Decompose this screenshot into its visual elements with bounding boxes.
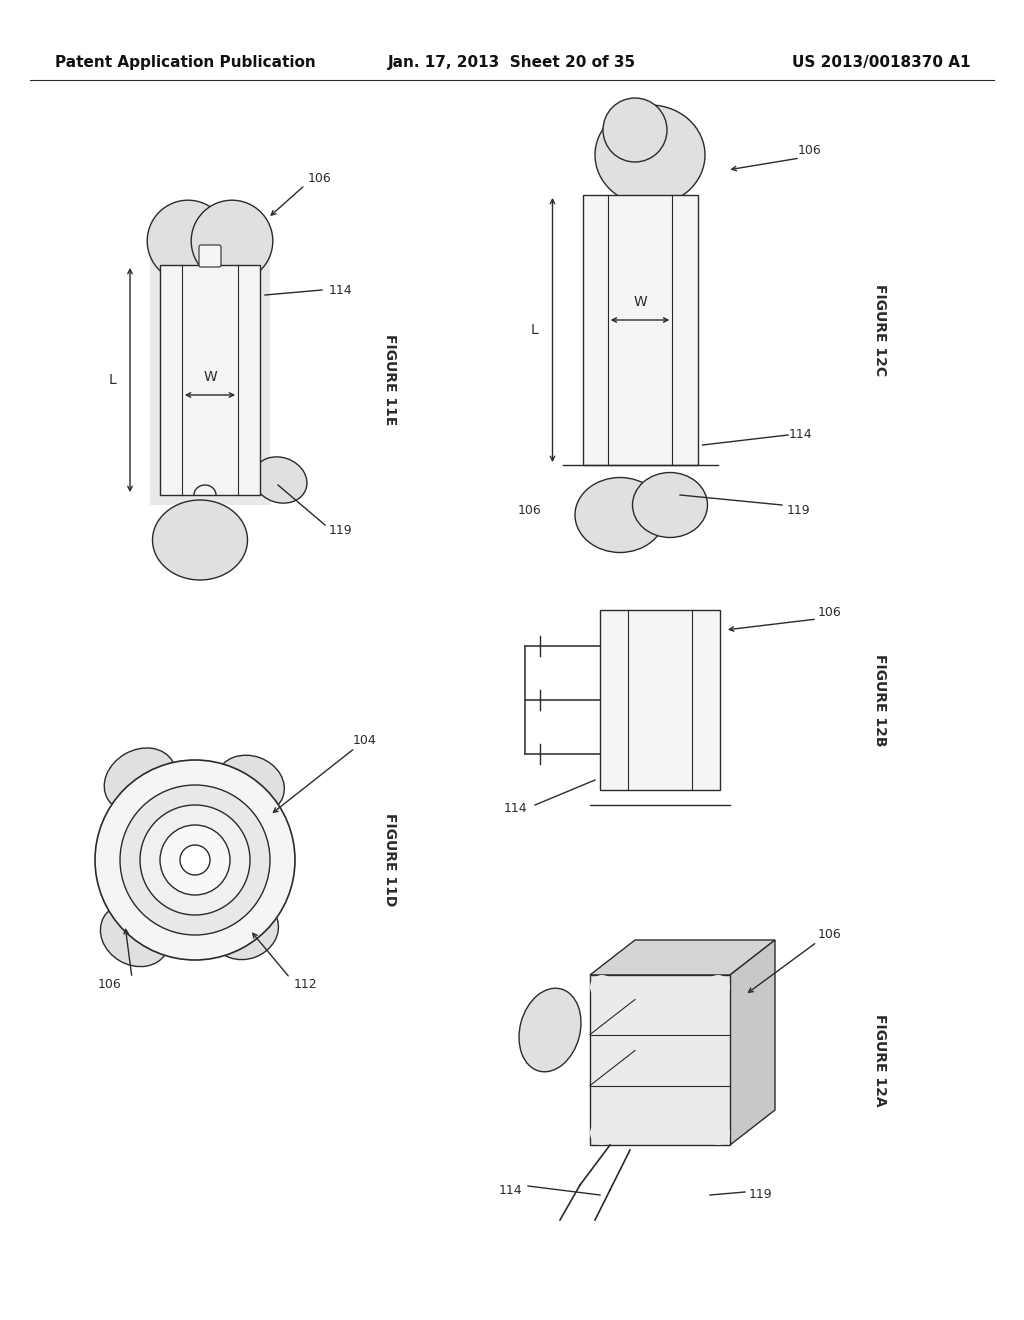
Text: Jan. 17, 2013  Sheet 20 of 35: Jan. 17, 2013 Sheet 20 of 35 (388, 54, 636, 70)
Circle shape (147, 201, 228, 281)
Text: FIGURE 12B: FIGURE 12B (873, 653, 887, 746)
Ellipse shape (253, 457, 307, 503)
Ellipse shape (595, 106, 705, 205)
Ellipse shape (100, 903, 170, 966)
Ellipse shape (519, 989, 581, 1072)
Ellipse shape (216, 755, 285, 814)
Text: 119: 119 (786, 503, 810, 516)
Ellipse shape (212, 900, 279, 960)
Circle shape (590, 975, 614, 999)
Circle shape (140, 805, 250, 915)
Circle shape (191, 201, 272, 281)
Text: 114: 114 (503, 801, 526, 814)
Ellipse shape (104, 748, 176, 812)
Polygon shape (590, 940, 775, 975)
Circle shape (706, 975, 730, 999)
Text: FIGURE 11D: FIGURE 11D (383, 813, 397, 907)
Circle shape (706, 1121, 730, 1144)
Text: US 2013/0018370 A1: US 2013/0018370 A1 (792, 54, 970, 70)
Text: 119: 119 (749, 1188, 772, 1201)
Text: L: L (109, 374, 116, 387)
Bar (600, 610, 720, 789)
Text: 106: 106 (518, 503, 542, 516)
Text: 114: 114 (499, 1184, 522, 1196)
Polygon shape (590, 975, 730, 1144)
Text: W: W (203, 370, 217, 384)
Text: 106: 106 (818, 606, 842, 619)
Circle shape (160, 825, 230, 895)
Circle shape (590, 1121, 614, 1144)
Bar (160, 265, 260, 495)
Text: 106: 106 (798, 144, 822, 157)
Text: 114: 114 (328, 284, 352, 297)
Text: W: W (633, 294, 647, 309)
FancyBboxPatch shape (150, 255, 270, 506)
Text: FIGURE 12A: FIGURE 12A (873, 1014, 887, 1106)
Circle shape (180, 845, 210, 875)
Text: FIGURE 11E: FIGURE 11E (383, 334, 397, 425)
Text: 119: 119 (328, 524, 352, 536)
Text: 112: 112 (293, 978, 316, 991)
Ellipse shape (575, 478, 665, 553)
Text: 114: 114 (788, 429, 812, 441)
Circle shape (603, 98, 667, 162)
Bar (583, 195, 697, 465)
Ellipse shape (633, 473, 708, 537)
Text: 106: 106 (818, 928, 842, 941)
Text: 106: 106 (308, 172, 332, 185)
Text: 104: 104 (353, 734, 377, 747)
Text: Patent Application Publication: Patent Application Publication (55, 54, 315, 70)
Text: FIGURE 12C: FIGURE 12C (873, 284, 887, 376)
Circle shape (120, 785, 270, 935)
Text: L: L (530, 323, 539, 337)
Polygon shape (730, 940, 775, 1144)
Ellipse shape (153, 500, 248, 579)
FancyBboxPatch shape (199, 246, 221, 267)
Circle shape (95, 760, 295, 960)
Text: 106: 106 (98, 978, 122, 991)
